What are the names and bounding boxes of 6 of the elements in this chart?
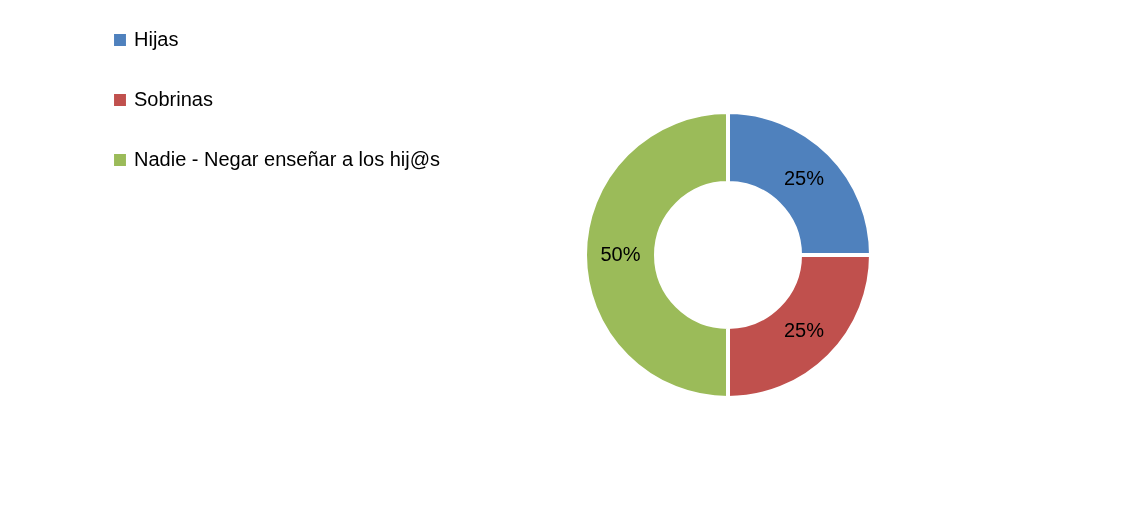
data-label: 25% bbox=[784, 166, 825, 189]
legend-label: Sobrinas bbox=[134, 88, 213, 110]
data-label: 50% bbox=[600, 243, 641, 265]
legend-label: Hijas bbox=[134, 28, 179, 50]
legend-label: Nadie - Negar enseñar a los hij@s bbox=[134, 148, 441, 170]
data-label: 25% bbox=[784, 319, 825, 342]
